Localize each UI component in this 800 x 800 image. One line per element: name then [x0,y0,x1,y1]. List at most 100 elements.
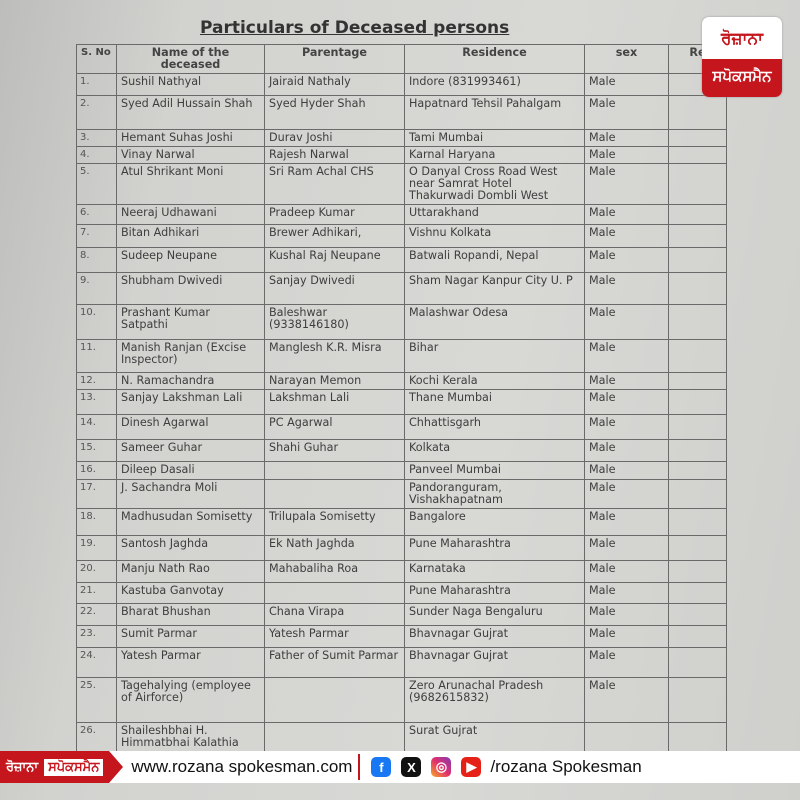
cell-name: Neeraj Udhawani [116,204,265,225]
youtube-icon[interactable]: ▶ [461,757,482,777]
cell-name: Vinay Narwal [116,146,265,164]
cell-sex: Male [584,389,669,415]
table-row: 26. Shaileshbhai H. Himmatbhai Kalathia Su… [76,722,727,752]
table-row: 6. Neeraj Udhawani Pradeep Kumar Uttarakhan… [76,204,727,225]
cell-sno: 10. [76,304,117,340]
cell-residence: O Danyal Cross Road West near Samrat Hot… [404,163,585,205]
cell-sno: 18. [76,508,117,536]
cell-residence: Indore (831993461) [404,73,585,96]
cell-sex: Male [584,204,669,225]
cell-remarks [668,304,727,340]
cell-sno: 26. [76,722,117,752]
table-row: 5. Atul Shrikant Moni Sri Ram Achal CHS O D… [76,163,727,205]
cell-sex: Male [584,224,669,248]
footer-banner: ਰੋਜ਼ਾਨਾ ਸਪੋਕਸਮੈਨ www.rozana spokesman.co… [0,751,800,783]
cell-name: Dileep Dasali [116,461,265,480]
cell-sno: 24. [76,647,117,678]
cell-sex: Male [584,647,669,678]
table-row: 10. Prashant Kumar Satpathi Baleshwar (933… [76,304,727,340]
cell-remarks [668,439,727,462]
cell-sex: Male [584,146,669,164]
table-row: 2. Syed Adil Hussain Shah Syed Hyder Shah H… [76,95,727,130]
cell-parentage: Sanjay Dwivedi [264,272,405,305]
cell-residence: Kochi Kerala [404,372,585,390]
header-parentage: Parentage [264,44,405,74]
cell-name: Dinesh Agarwal [116,414,265,440]
cell-remarks [668,272,727,305]
cell-sex: Male [584,677,669,723]
table-row: 23. Sumit Parmar Yatesh Parmar Bhavnagar Gu… [76,625,727,648]
cell-remarks [668,163,727,205]
table-row: 8. Sudeep Neupane Kushal Raj Neupane Batwal… [76,247,727,273]
facebook-icon[interactable]: f [371,757,392,777]
website-link[interactable]: www.rozana spokesman.com [131,757,353,776]
cell-residence: Karnataka [404,560,585,583]
cell-sex: Male [584,508,669,536]
table-row: 13. Sanjay Lakshman Lali Lakshman Lali Than… [76,389,727,415]
cell-name: Prashant Kumar Satpathi [116,304,265,340]
cell-sno: 7. [76,224,117,248]
cell-residence: Bihar [404,339,585,373]
cell-sex: Male [584,560,669,583]
cell-parentage: PC Agarwal [264,414,405,440]
cell-parentage: Kushal Raj Neupane [264,247,405,273]
cell-parentage: Ek Nath Jaghda [264,535,405,561]
cell-name: Sushil Nathyal [116,73,265,96]
cell-residence: Vishnu Kolkata [404,224,585,248]
cell-sno: 19. [76,535,117,561]
logo-line1: ਰੋਜ਼ਾਨਾ [721,29,763,49]
cell-sno: 20. [76,560,117,583]
cell-name: Syed Adil Hussain Shah [116,95,265,130]
cell-sno: 14. [76,414,117,440]
social-handle[interactable]: /rozana Spokesman [490,757,642,776]
cell-sex: Male [584,129,669,147]
divider [358,754,361,780]
cell-residence: Kolkata [404,439,585,462]
cell-parentage: Rajesh Narwal [264,146,405,164]
table-row: 24. Yatesh Parmar Father of Sumit Parmar Bh… [76,647,727,678]
cell-sno: 8. [76,247,117,273]
cell-sex: Male [584,339,669,373]
cell-remarks [668,372,727,390]
cell-sex: Male [584,372,669,390]
cell-residence: Bhavnagar Gujrat [404,625,585,648]
cell-remarks [668,247,727,273]
cell-residence: Pandoranguram, Vishakhapatnam [404,479,585,509]
cell-parentage [264,677,405,723]
table-row: 19. Santosh Jaghda Ek Nath Jaghda Pune Maha… [76,535,727,561]
cell-sex: Male [584,461,669,480]
cell-remarks [668,603,727,626]
table-header-row: S. No Name of the deceased Parentage Reside… [76,44,727,74]
table-row: 18. Madhusudan Somisetty Trilupala Somiset… [76,508,727,536]
cell-remarks [668,582,727,604]
cell-residence: Uttarakhand [404,204,585,225]
instagram-icon[interactable]: ◎ [431,757,452,777]
cell-remarks [668,560,727,583]
cell-sex: Male [584,603,669,626]
cell-parentage: Manglesh K.R. Misra [264,339,405,373]
cell-sno: 16. [76,461,117,480]
logo-line2: ਸਪੋਕਸਮੈਨ [702,59,782,97]
cell-remarks [668,389,727,415]
cell-remarks [668,204,727,225]
brand-part2: ਸਪੋਕਸਮੈਨ [44,758,104,776]
cell-residence: Sham Nagar Kanpur City U. P [404,272,585,305]
table-row: 20. Manju Nath Rao Mahabaliha Roa Karnataka… [76,560,727,583]
cell-residence: Bhavnagar Gujrat [404,647,585,678]
cell-name: N. Ramachandra [116,372,265,390]
cell-name: Manju Nath Rao [116,560,265,583]
table-row: 15. Sameer Guhar Shahi Guhar Kolkata Male [76,439,727,462]
cell-name: Sumit Parmar [116,625,265,648]
cell-sex: Male [584,479,669,509]
cell-name: Sameer Guhar [116,439,265,462]
cell-parentage: Shahi Guhar [264,439,405,462]
table-row: 17. J. Sachandra Moli Pandoranguram, Visha… [76,479,727,509]
cell-residence: Panveel Mumbai [404,461,585,480]
table-row: 22. Bharat Bhushan Chana Virapa Sunder Naga… [76,603,727,626]
x-icon[interactable]: X [401,757,422,777]
table-row: 14. Dinesh Agarwal PC Agarwal Chhattisgarh M… [76,414,727,440]
cell-parentage: Father of Sumit Parmar [264,647,405,678]
cell-name: Sudeep Neupane [116,247,265,273]
cell-remarks [668,461,727,480]
cell-parentage: Chana Virapa [264,603,405,626]
